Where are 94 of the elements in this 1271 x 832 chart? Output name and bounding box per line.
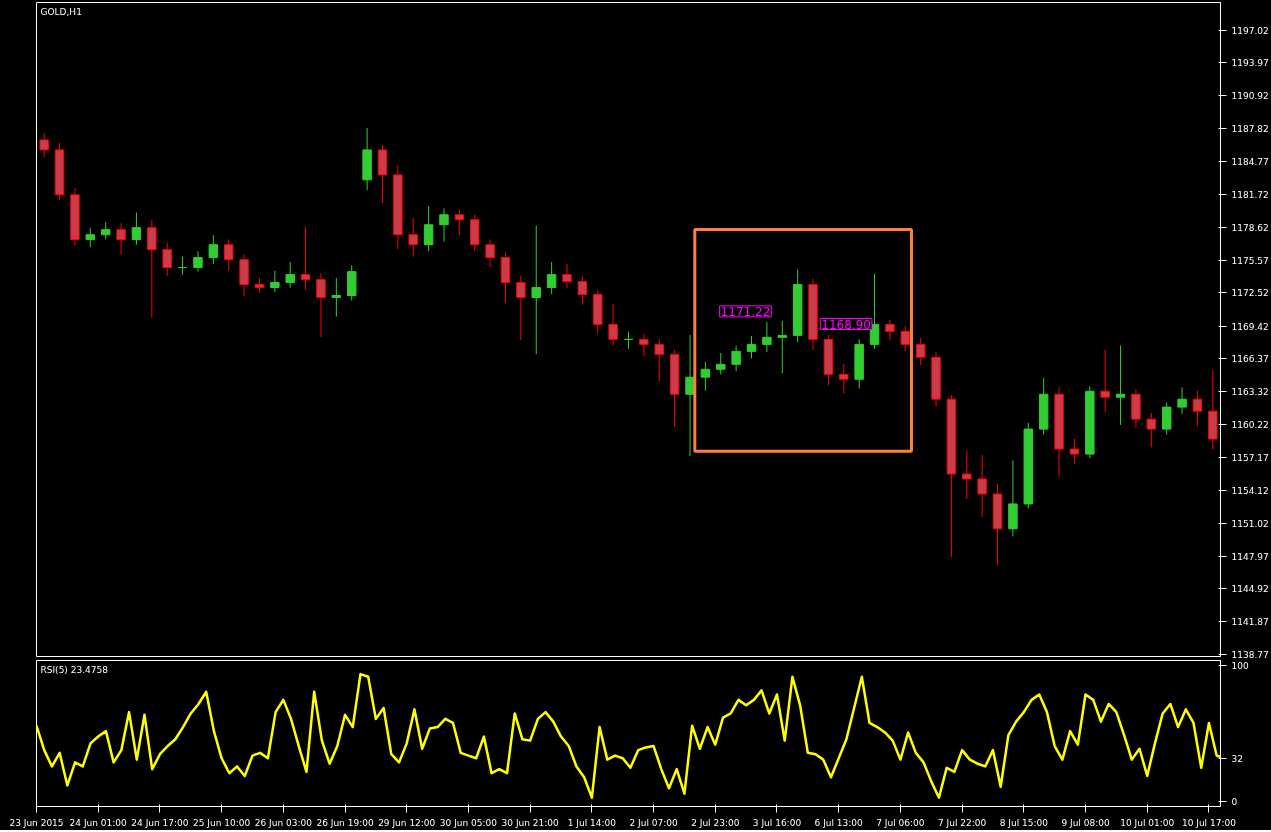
y-tick-label: 1197.02 bbox=[1231, 25, 1269, 36]
candlestick bbox=[223, 238, 234, 272]
candlestick bbox=[346, 264, 357, 302]
chart-title: GOLD,H1 bbox=[40, 6, 82, 17]
candlestick bbox=[1177, 386, 1187, 415]
candlestick bbox=[485, 238, 495, 268]
candlestick bbox=[147, 219, 157, 319]
y-tick-label: 1147.97 bbox=[1231, 551, 1269, 562]
candlestick bbox=[1115, 345, 1126, 426]
candlestick bbox=[439, 207, 449, 243]
x-tick-label: 7 Jul 22:00 bbox=[937, 817, 987, 828]
y-tick-label: 1175.57 bbox=[1231, 255, 1269, 266]
candlestick bbox=[162, 242, 172, 277]
x-tick-label: 2 Jul 07:00 bbox=[629, 817, 678, 828]
candlestick bbox=[454, 208, 465, 236]
candlestick bbox=[193, 250, 203, 273]
candlestick bbox=[423, 205, 434, 252]
y-tick-label: 1154.12 bbox=[1231, 485, 1269, 496]
candlestick bbox=[270, 270, 280, 293]
y-tick-label: 1151.02 bbox=[1231, 518, 1269, 529]
x-tick-label: 30 Jun 05:00 bbox=[439, 817, 498, 828]
y-tick-label: 1138.77 bbox=[1231, 650, 1269, 661]
y-tick-label: 1181.72 bbox=[1231, 189, 1269, 200]
candlestick bbox=[316, 273, 326, 338]
candlestick bbox=[546, 261, 557, 295]
candlestick bbox=[39, 132, 49, 158]
x-tick-label: 30 Jun 21:00 bbox=[501, 817, 560, 828]
candlestick bbox=[654, 338, 664, 382]
x-tick-label: 24 Jun 17:00 bbox=[131, 817, 189, 828]
x-tick-label: 23 Jun 2015 bbox=[9, 817, 64, 828]
x-tick-label: 10 Jul 17:00 bbox=[1181, 817, 1237, 828]
x-tick-label: 1 Jul 14:00 bbox=[567, 817, 617, 828]
candlestick bbox=[562, 263, 572, 289]
x-tick-label: 6 Jul 13:00 bbox=[814, 817, 864, 828]
x-tick-label: 24 Jun 01:00 bbox=[69, 817, 128, 828]
candlestick bbox=[746, 335, 757, 359]
candlestick bbox=[577, 275, 588, 306]
candlestick bbox=[885, 319, 895, 341]
candlestick bbox=[516, 275, 526, 341]
x-tick-label: 25 Jun 10:00 bbox=[193, 817, 251, 828]
y-tick-label: 1163.32 bbox=[1231, 386, 1269, 397]
candlestick bbox=[900, 325, 911, 352]
x-tick-label: 10 Jul 01:00 bbox=[1120, 817, 1175, 828]
annotation: 1171.22 bbox=[720, 304, 771, 319]
candlestick bbox=[408, 217, 418, 258]
candlestick bbox=[331, 277, 342, 318]
y-tick-label: 100 bbox=[1231, 661, 1249, 672]
candlestick bbox=[300, 226, 311, 291]
candlestick bbox=[777, 320, 787, 374]
candlestick bbox=[85, 227, 96, 248]
candlestick bbox=[839, 363, 849, 395]
candlestick bbox=[131, 212, 142, 246]
y-tick-label: 0 bbox=[1231, 797, 1238, 808]
x-tick-label: 26 Jun 19:00 bbox=[316, 817, 374, 828]
y-tick-label: 1172.52 bbox=[1231, 288, 1269, 299]
candlestick bbox=[1069, 438, 1080, 465]
y-tick-label: 1157.17 bbox=[1231, 452, 1269, 463]
x-tick-label: 3 Jul 16:00 bbox=[752, 817, 802, 828]
x-tick-label: 26 Jun 03:00 bbox=[254, 817, 313, 828]
candlestick bbox=[608, 303, 618, 347]
y-tick-label: 32 bbox=[1231, 753, 1243, 764]
y-tick-label: 1166.37 bbox=[1231, 354, 1269, 365]
y-tick-label: 1141.87 bbox=[1231, 616, 1269, 627]
candlestick bbox=[731, 345, 741, 372]
x-tick-label: 8 Jul 15:00 bbox=[999, 817, 1049, 828]
candlestick bbox=[716, 352, 726, 376]
candlestick bbox=[285, 261, 295, 289]
candlestick bbox=[962, 450, 972, 500]
candlestick bbox=[1161, 401, 1172, 436]
y-tick-label: 1190.92 bbox=[1231, 91, 1269, 102]
y-tick-label: 1193.97 bbox=[1231, 58, 1269, 69]
candlestick bbox=[208, 234, 219, 265]
y-tick-label: 1184.77 bbox=[1231, 157, 1269, 167]
candlestick bbox=[1146, 412, 1157, 448]
y-tick-label: 1178.62 bbox=[1231, 222, 1269, 233]
candlestick bbox=[1192, 390, 1203, 427]
text: RSI(5) 23.4758 bbox=[40, 664, 109, 675]
candlestick bbox=[915, 337, 926, 366]
candlestick bbox=[977, 454, 987, 518]
annotation: 1168.90 bbox=[821, 317, 871, 332]
candlestick bbox=[762, 321, 772, 353]
candlestick bbox=[700, 361, 711, 392]
candlestick bbox=[116, 222, 126, 255]
x-tick-label: 7 Jul 06:00 bbox=[876, 817, 925, 828]
x-tick-label: 2 Jul 23:00 bbox=[691, 817, 740, 828]
y-tick-label: 1144.92 bbox=[1231, 584, 1269, 595]
candlestick bbox=[1100, 349, 1110, 413]
candlestick bbox=[531, 225, 541, 355]
x-tick-label: 9 Jul 08:00 bbox=[1061, 817, 1110, 828]
y-tick-label: 1160.22 bbox=[1231, 420, 1269, 431]
candlestick bbox=[639, 333, 649, 357]
x-tick-label: 29 Jun 12:00 bbox=[378, 817, 436, 828]
y-tick-label: 1169.42 bbox=[1231, 321, 1269, 332]
y-tick-label: 1187.82 bbox=[1231, 124, 1269, 135]
